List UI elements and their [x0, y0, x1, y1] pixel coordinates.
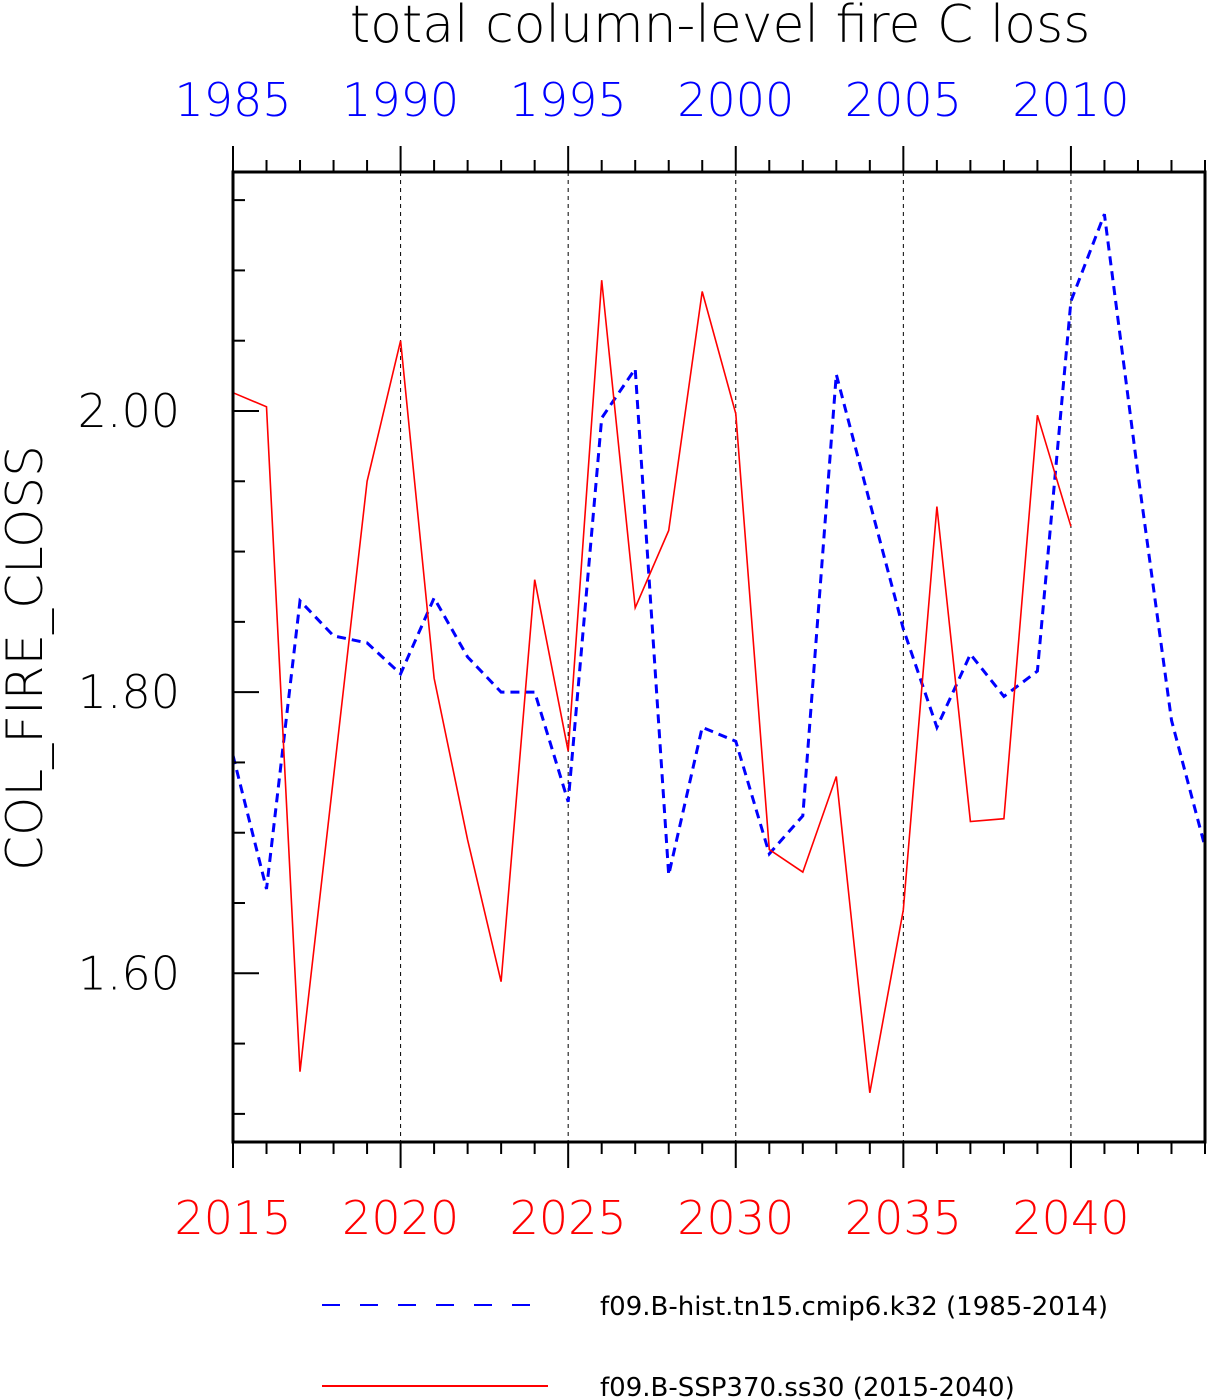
legend-label-hist: f09.B-hist.tn15.cmip6.k32 (1985-2014) [600, 1292, 1108, 1322]
x-top-tick-label: 2010 [1012, 73, 1129, 127]
x-bottom-tick-label: 2025 [510, 1191, 627, 1245]
chart-title: total column-level fire C loss [350, 0, 1091, 55]
y-tick-label: 1.60 [78, 946, 180, 1000]
x-top-tick-label: 1985 [174, 73, 291, 127]
x-top-tick-label: 1995 [510, 73, 627, 127]
x-bottom-tick-label: 2020 [342, 1191, 459, 1245]
x-top-tick-label: 1990 [342, 73, 459, 127]
y-axis-label: COL_FIRE_CLOSS [0, 445, 54, 871]
x-bottom-tick-label: 2040 [1012, 1191, 1129, 1245]
x-top-tick-label: 2000 [677, 73, 794, 127]
x-bottom-tick-label: 2030 [677, 1191, 794, 1245]
x-bottom-tick-label: 2035 [845, 1191, 962, 1245]
axes-layer: 2015 2020 2025 2030 2035 2040 1985 1990 1995 2000… [78, 73, 1206, 1245]
y-tick-label: 1.80 [78, 665, 180, 719]
x-top-tick-label: 2005 [845, 73, 962, 127]
x-bottom-tick-label: 2015 [174, 1191, 291, 1245]
grid-lines [400, 172, 1072, 1142]
series-layer [231, 213, 1207, 1093]
legend: f09.B-hist.tn15.cmip6.k32 (1985-2014) f0… [322, 1292, 1108, 1400]
y-tick-label: 2.00 [78, 384, 180, 438]
series-line-1 [232, 280, 1072, 1093]
plot-frame [231, 170, 1207, 1144]
series-line-0 [231, 213, 1207, 890]
legend-label-ssp370: f09.B-SSP370.ss30 (2015-2040) [600, 1373, 1015, 1400]
